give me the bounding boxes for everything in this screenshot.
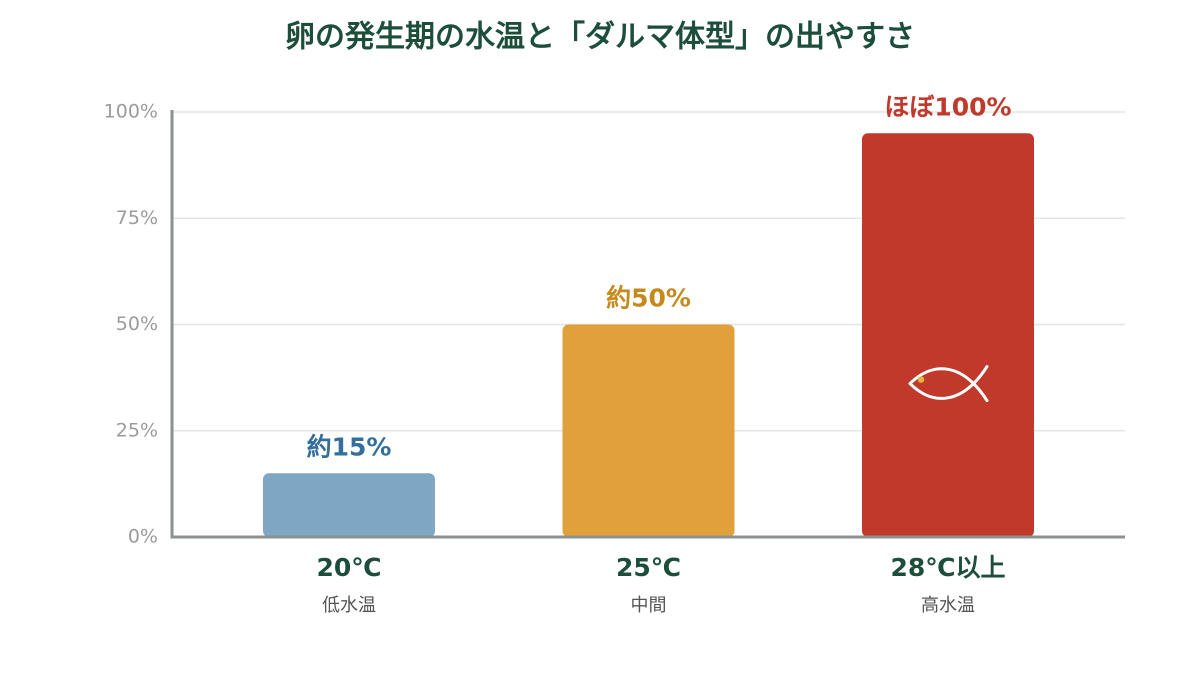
y-tick-label: 0% (128, 526, 158, 548)
fish-body (908, 365, 989, 403)
y-tick-label: 100% (104, 101, 158, 123)
fish-eye (917, 376, 925, 383)
x-tick-label: 20℃ (316, 553, 381, 582)
y-axis-ticks: 0% 25% 50% 75% 100% (104, 101, 158, 548)
data-labels: 約15% 約50% ほぼ100% (307, 92, 1012, 461)
y-tick-label: 25% (116, 419, 158, 441)
bar (263, 473, 435, 537)
bar (862, 133, 1034, 537)
x-tick-label: 28℃以上 (890, 553, 1005, 582)
x-tick-sublabel: 中間 (631, 595, 667, 616)
data-label: ほぼ100% (884, 92, 1011, 121)
bar (562, 324, 735, 537)
y-tick-label: 75% (116, 207, 158, 229)
bars (263, 133, 1034, 537)
fish-icon (908, 365, 989, 403)
chart-title: 卵の発生期の水温と「ダルマ体型」の出やすさ (285, 20, 915, 55)
y-tick-label: 50% (116, 313, 158, 335)
x-tick-sublabel: 低水温 (322, 595, 376, 616)
bar-icons (908, 365, 989, 403)
data-label: 約50% (606, 284, 691, 313)
x-tick-sublabel: 高水温 (921, 595, 975, 616)
data-label: 約15% (307, 432, 392, 461)
x-tick-label: 25℃ (616, 553, 681, 582)
